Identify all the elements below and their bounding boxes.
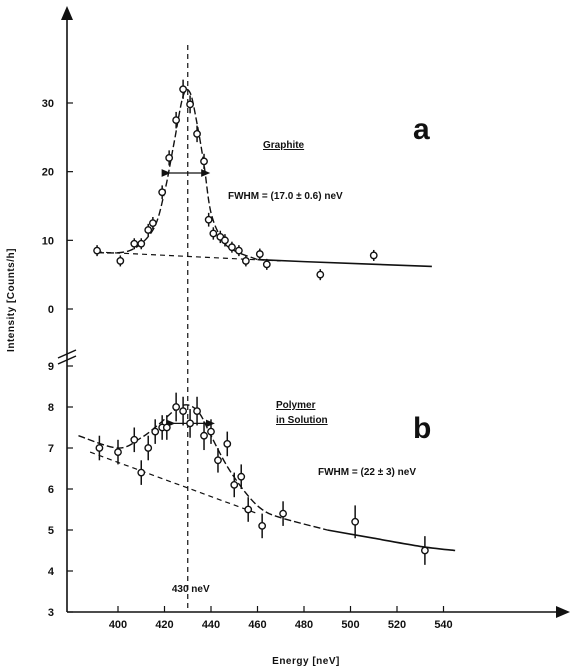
panel-b-data-point: [279, 509, 287, 518]
panel-b-data-point: [151, 427, 160, 436]
peak-label: 430 neV: [172, 584, 210, 595]
panel-a-data-point: [228, 243, 236, 252]
panel-a-data-point: [179, 85, 188, 94]
y-tick-label: 7: [48, 443, 54, 455]
panel-b-fit-curve-peak: [78, 404, 328, 531]
x-axis-arrowhead: [556, 606, 570, 618]
x-tick-label: 520: [388, 619, 406, 631]
panel-a-data-point: [221, 236, 229, 245]
panel-b-data-point: [186, 419, 194, 428]
sample-label-graphite: Graphite: [263, 140, 305, 151]
panel-a-data-point: [209, 229, 218, 238]
x-tick-label: 480: [295, 619, 313, 631]
y-tick-label: 8: [48, 402, 54, 414]
panel-a-fit-curve-tail: [257, 258, 432, 268]
fwhm-label-b: FWHM = (22 ± 3) neV: [318, 467, 416, 478]
panel-a-data-point: [316, 270, 325, 279]
panel-b-data-point: [130, 435, 139, 444]
x-tick-label: 540: [434, 619, 452, 631]
y-axis-title: Intensity [Counts/h]: [6, 248, 17, 352]
y-tick-label: 4: [48, 566, 55, 578]
panel-a-data-point: [137, 239, 146, 248]
y-tick-label: 9: [48, 361, 54, 373]
panel-b-data-point: [230, 480, 239, 489]
panel-a-data-point: [148, 219, 157, 228]
panel-a-data-point: [130, 239, 139, 248]
panel-a-data-point: [144, 226, 153, 234]
panel-b-data-point: [179, 407, 188, 415]
panel-b-data-point: [200, 431, 208, 440]
panel-b-data-point: [223, 439, 232, 448]
panel-b-fit-curve-tail: [327, 529, 456, 552]
panel-a-data-point: [165, 154, 174, 162]
panel-a-data-point: [200, 157, 208, 166]
y-tick-label: 5: [48, 525, 54, 537]
panel-b-data-point: [144, 444, 153, 452]
panel-b-data-point: [137, 468, 146, 477]
y-tick-label: 20: [42, 167, 54, 179]
panel-a-data-point: [186, 100, 194, 109]
x-axis-title: Energy [neV]: [272, 656, 340, 667]
y-tick-label: 10: [42, 235, 54, 247]
panel-b-label: b: [413, 412, 431, 445]
axis-break-mark-1: [57, 349, 77, 359]
panel-b-data-point: [95, 444, 104, 452]
y-tick-label: 0: [48, 304, 54, 316]
panel-a-data-point: [193, 129, 201, 138]
panel-a-data-point: [262, 260, 271, 269]
panel-b-data-point: [172, 403, 181, 411]
panel-b-data-point: [244, 505, 253, 514]
panel-b-data-point: [214, 456, 222, 465]
panel-a-data-point: [255, 250, 264, 258]
panel-b-data-point: [351, 517, 360, 526]
x-tick-label: 440: [202, 619, 220, 631]
panel-a-label: a: [413, 113, 430, 146]
panel-b-data-point: [258, 522, 267, 530]
panel-a-data-point: [241, 257, 250, 265]
x-tick-label: 460: [248, 619, 266, 631]
panel-b-data-point: [237, 472, 246, 481]
y-axis-arrowhead: [61, 6, 73, 20]
y-tick-label: 3: [48, 607, 54, 619]
panel-a-data-point: [93, 246, 101, 255]
panel-b-data-point: [162, 423, 171, 432]
panel-a-background-line: [97, 251, 281, 262]
axis-break-mark-2: [57, 355, 77, 365]
y-tick-label: 30: [42, 98, 54, 110]
panel-a-data-point: [172, 116, 181, 125]
panel-a-data-point: [204, 215, 213, 224]
panel-a-fit-curve-peak: [97, 88, 258, 261]
x-tick-label: 500: [341, 619, 359, 631]
panel-a-data-point: [369, 251, 378, 260]
panel-b-data-point: [207, 427, 215, 436]
x-tick-label: 400: [109, 619, 127, 631]
panel-b-data-point: [193, 407, 201, 415]
fwhm-label-a: FWHM = (17.0 ± 0.6) neV: [228, 191, 343, 202]
panel-a-data-point: [158, 188, 167, 197]
panel-a-data-point: [116, 257, 125, 265]
sample-label-polymer-line2: in Solution: [276, 415, 328, 426]
x-tick-label: 420: [155, 619, 173, 631]
y-tick-label: 6: [48, 484, 54, 496]
sample-label-polymer-line1: Polymer: [276, 400, 316, 411]
panel-b-data-point: [114, 448, 122, 456]
panel-a-data-point: [234, 246, 243, 255]
panel-b-data-point: [420, 546, 429, 555]
